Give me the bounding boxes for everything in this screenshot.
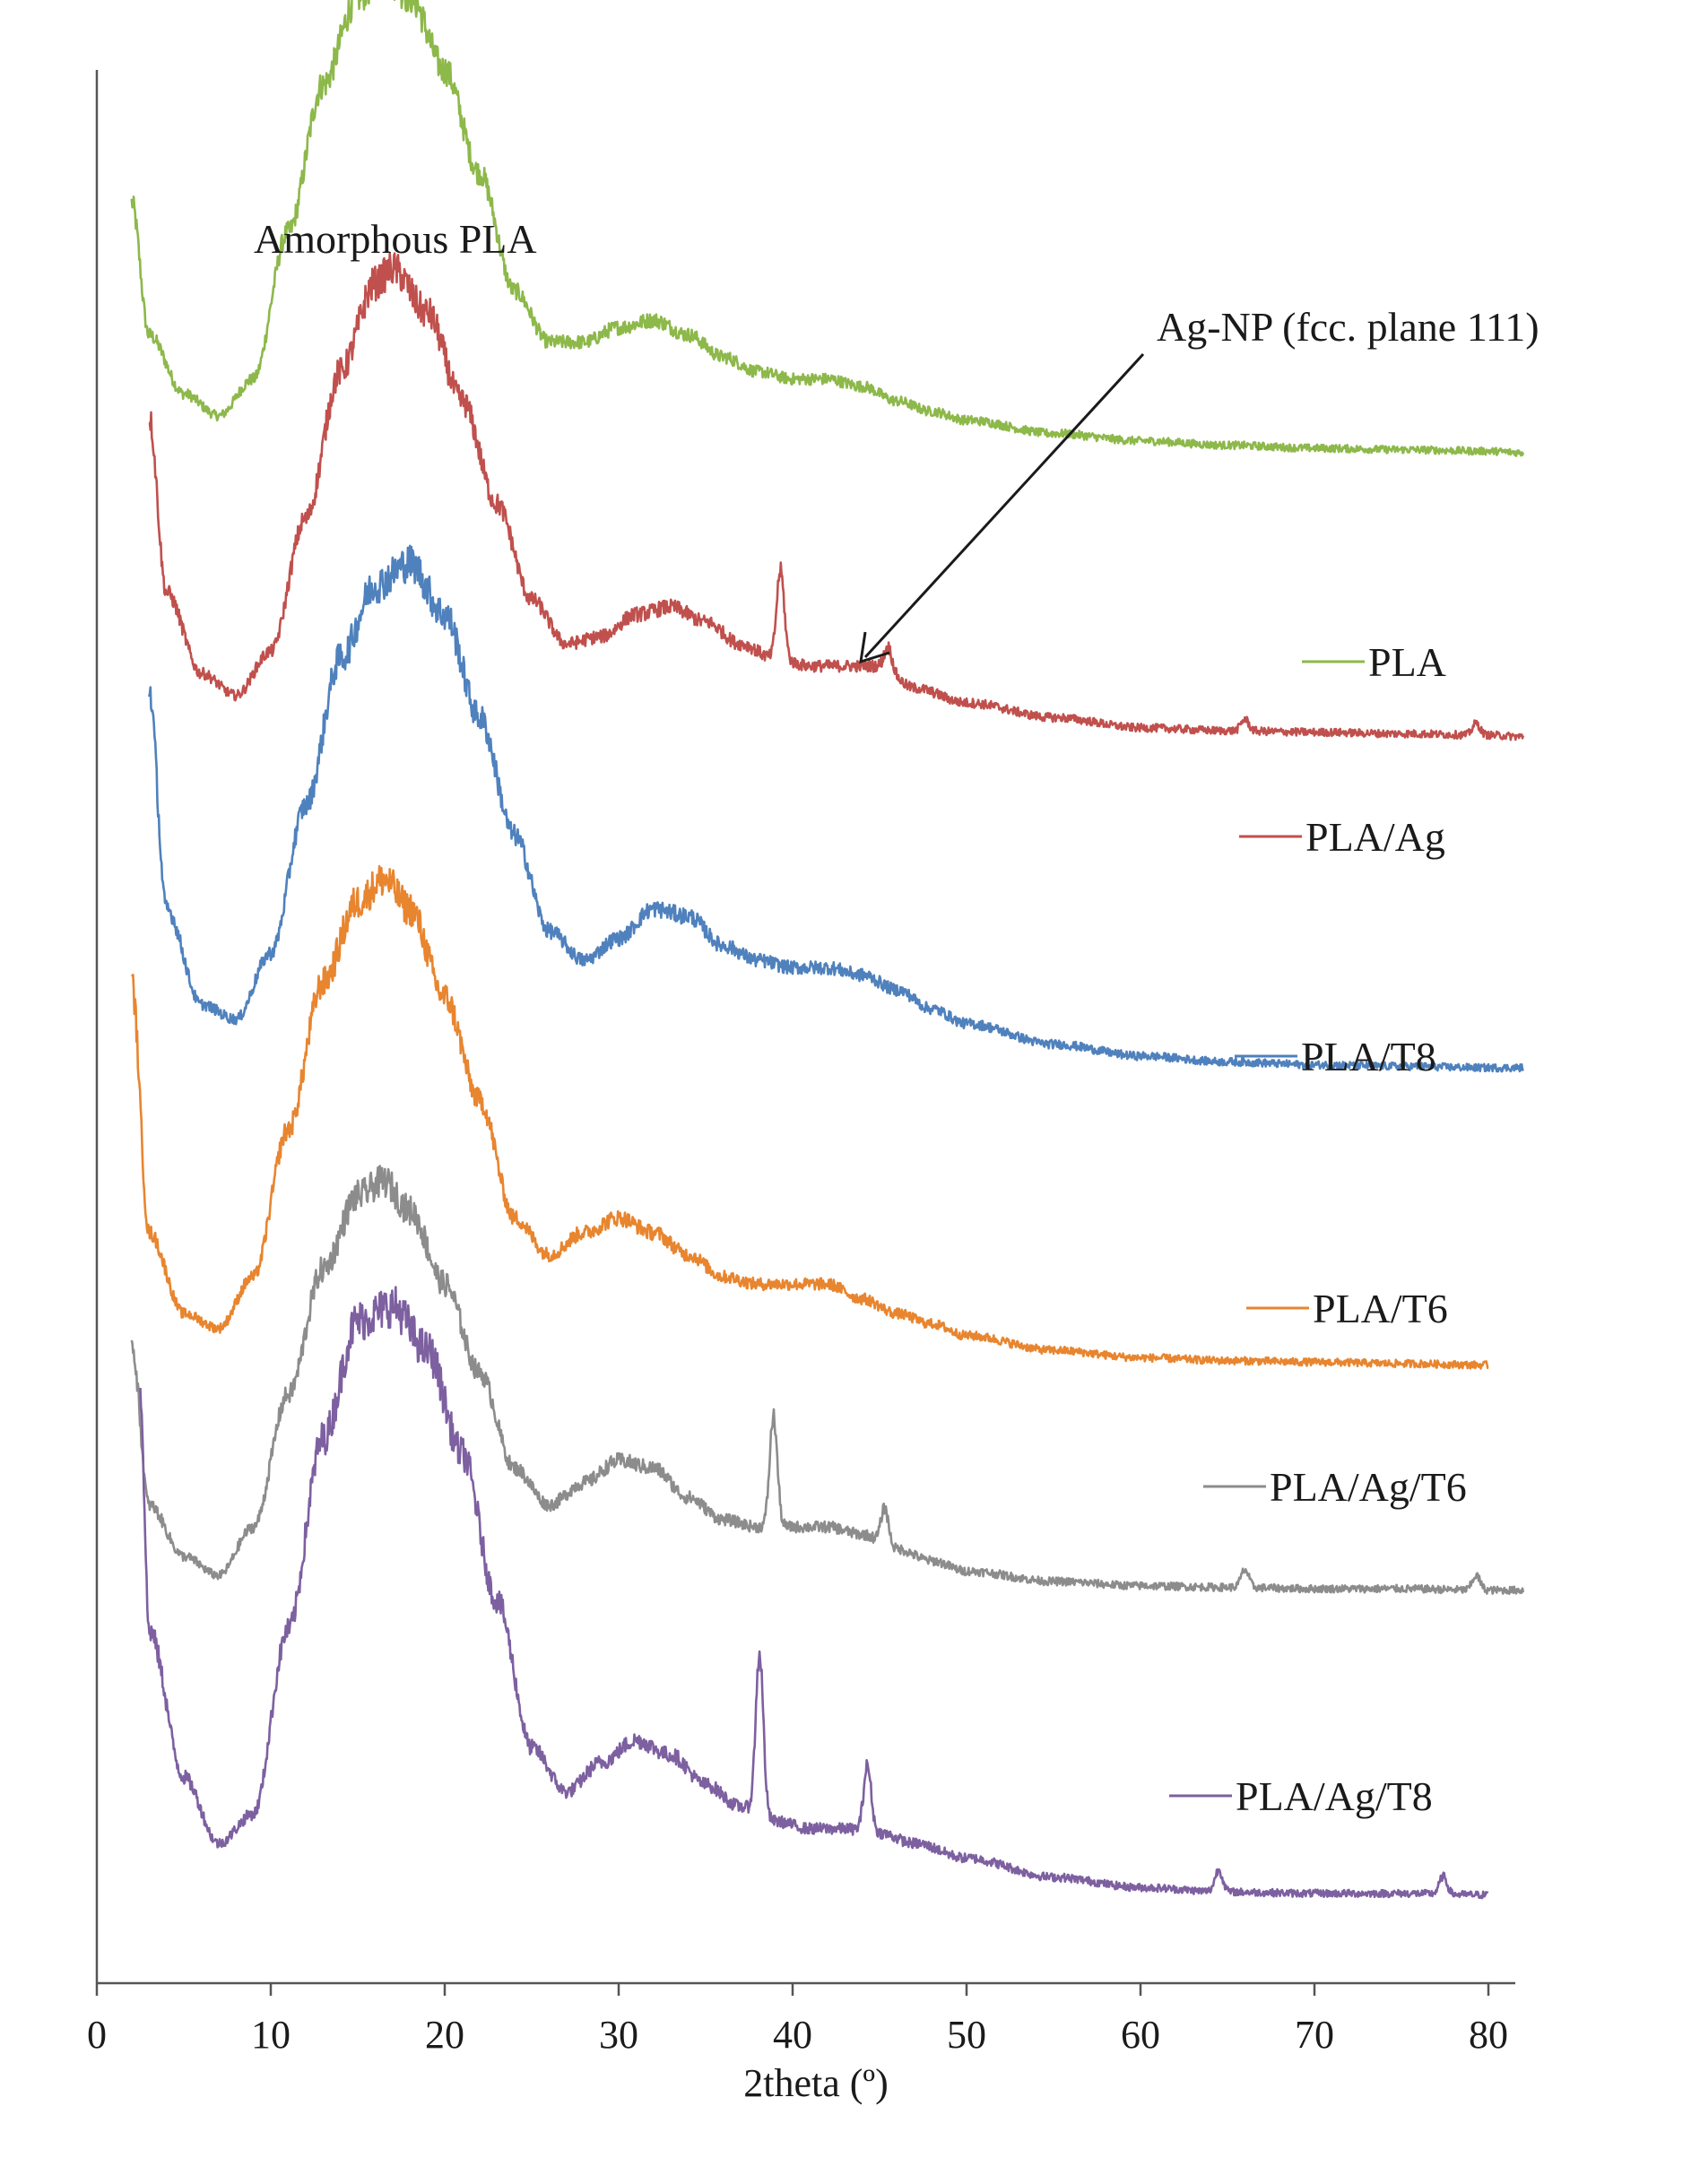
annotation-ag-np: Ag-NP (fcc. plane 111) — [1157, 304, 1540, 350]
annotation-arrow-shaft — [863, 352, 1145, 659]
legend: PLA PLA/Ag PLA/T8 PLA/T6 PLA/Ag/T6 PLA/Ag/T8 — [1169, 639, 1467, 1819]
x-tick-label-30: 30 — [599, 2013, 638, 2057]
series-line-pla-t6 — [130, 864, 1489, 1370]
annotation-arrow-head — [859, 631, 890, 664]
x-axis-label: 2theta (º) — [743, 2061, 888, 2105]
x-tick-label-50: 50 — [947, 2013, 986, 2057]
series-line-pla — [130, 0, 1525, 457]
legend-label-pla-ag-t8: PLA/Ag/T8 — [1236, 1773, 1433, 1819]
series-line-pla-t8 — [147, 544, 1524, 1073]
x-tick-label-20: 20 — [425, 2013, 464, 2057]
annotations: Amorphous PLA Ag-NP (fcc. plane 111) — [254, 216, 1540, 664]
legend-label-pla-ag-t6: PLA/Ag/T6 — [1270, 1464, 1467, 1510]
x-tick-label-70: 70 — [1295, 2013, 1334, 2057]
x-tick-label-0: 0 — [87, 2013, 107, 2057]
legend-label-pla-t8: PLA/T8 — [1301, 1034, 1436, 1079]
legend-label-pla: PLA — [1368, 639, 1446, 685]
annotation-amorphous-pla: Amorphous PLA — [254, 216, 537, 262]
series-line-pla-ag-t6 — [130, 1165, 1525, 1595]
series-layer — [130, 0, 1525, 1900]
x-tick-label-60: 60 — [1121, 2013, 1160, 2057]
legend-label-pla-ag: PLA/Ag — [1305, 814, 1445, 860]
x-tick-label-40: 40 — [773, 2013, 812, 2057]
x-tick-label-10: 10 — [251, 2013, 291, 2057]
x-tick-label-80: 80 — [1469, 2013, 1508, 2057]
series-line-pla-ag — [148, 252, 1525, 741]
series-line-pla-ag-t8 — [139, 1286, 1489, 1900]
legend-label-pla-t6: PLA/T6 — [1313, 1286, 1448, 1331]
axes: 0 10 20 30 40 50 60 70 80 — [87, 70, 1515, 2057]
